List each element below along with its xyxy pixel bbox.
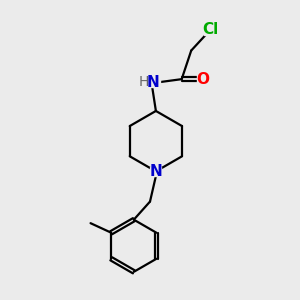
Bar	[150, 167, 161, 176]
Text: Cl: Cl	[202, 22, 218, 38]
Bar	[143, 78, 160, 87]
Text: N: N	[149, 164, 162, 179]
Text: N: N	[147, 75, 159, 90]
Text: O: O	[196, 72, 209, 87]
Bar	[204, 25, 217, 34]
Text: H: H	[138, 75, 148, 89]
Bar	[197, 74, 208, 84]
